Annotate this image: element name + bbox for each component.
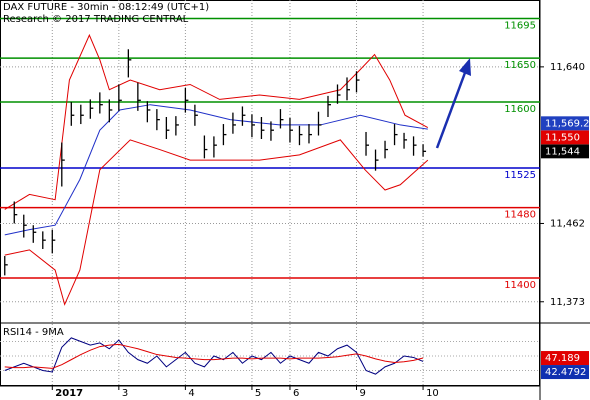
rsi-title: RSI14 - 9MA [3,327,64,338]
price-box [541,144,589,159]
price-box [541,351,589,366]
price-box-label: 11,550 [545,132,580,143]
y-tick-label: 11,640 [550,62,585,73]
x-tick-label: 3 [122,388,128,399]
band-line [4,139,429,306]
price-box [541,130,589,145]
y-tick-label: 11,373 [550,297,585,308]
band-line [4,104,428,236]
x-tick-label: 10 [426,388,439,399]
x-tick-label: 6 [293,388,299,399]
x-tick-label: 5 [255,388,261,399]
rsi-line [4,337,424,375]
x-tick-label: 4 [188,388,194,399]
price-box-label: 11,544 [545,146,580,157]
chart-subtitle: Research © 2017 TRADING CENTRAL [3,14,189,25]
rsi-line [4,343,424,369]
trend-arrow-head [459,58,471,76]
level-label: 11650 [504,60,536,71]
level-label: 11600 [504,104,536,115]
level-label: 11400 [504,280,536,291]
band-line [4,33,429,210]
price-box-label: 11,569.2 [545,118,590,129]
price-box-label: 47.189 [545,353,580,364]
level-label: 11480 [504,210,536,221]
y-tick-label: 11,462 [550,218,585,229]
level-label: 11525 [504,170,536,181]
x-tick-label: 2017 [55,388,83,399]
trend-arrow [435,69,468,149]
price-box-label: 42.4792 [545,367,586,378]
price-box [541,116,589,131]
chart-title: DAX FUTURE - 30min - 08:12:49 (UTC+1) [3,2,209,13]
price-box [541,365,589,380]
x-tick-label: 9 [360,388,366,399]
level-label: 11695 [504,20,536,31]
